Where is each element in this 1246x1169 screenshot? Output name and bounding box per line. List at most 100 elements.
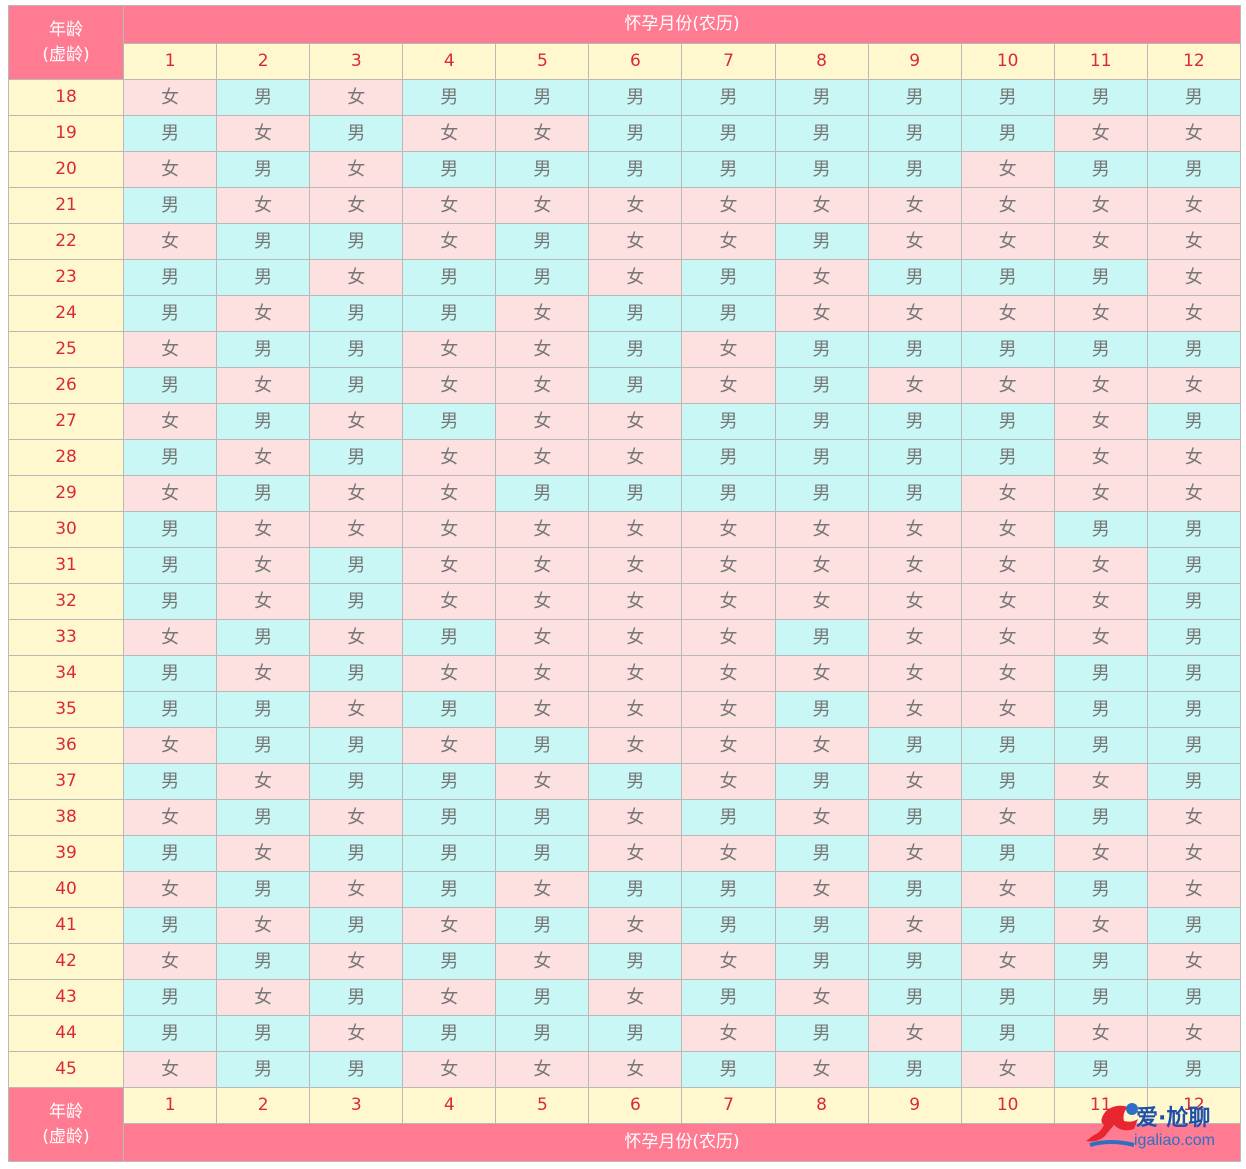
boy-cell: 男: [1053, 151, 1148, 188]
boy-cell: 男: [216, 1051, 311, 1088]
boy-cell: 男: [495, 979, 590, 1016]
girl-cell: 女: [402, 727, 497, 764]
table-row: 41 男女男女男女男男女男女男: [7, 907, 1242, 944]
boy-cell: 男: [216, 691, 311, 728]
boy-cell: 男: [309, 223, 404, 260]
girl-cell: 女: [588, 799, 683, 836]
girl-cell: 女: [1053, 187, 1148, 224]
boy-cell: 男: [774, 79, 869, 116]
girl-cell: 女: [216, 187, 311, 224]
boy-cell: 男: [1053, 691, 1148, 728]
girl-cell: 女: [774, 259, 869, 296]
girl-cell: 女: [960, 871, 1055, 908]
age-cell: 40: [7, 871, 125, 908]
girl-cell: 女: [495, 547, 590, 584]
girl-cell: 女: [216, 655, 311, 692]
boy-cell: 男: [681, 259, 776, 296]
age-cell: 42: [7, 943, 125, 980]
girl-cell: 女: [1146, 223, 1242, 260]
boy-cell: 男: [309, 115, 404, 152]
boy-cell: 男: [774, 943, 869, 980]
boy-cell: 男: [774, 619, 869, 656]
age-header-bottom-line2: (虚龄): [42, 1126, 90, 1147]
boy-cell: 男: [309, 439, 404, 476]
boy-cell: 男: [402, 691, 497, 728]
boy-cell: 男: [123, 295, 218, 332]
girl-cell: 女: [867, 583, 962, 620]
boy-cell: 男: [402, 259, 497, 296]
boy-cell: 男: [309, 655, 404, 692]
girl-cell: 女: [867, 547, 962, 584]
girl-cell: 女: [402, 439, 497, 476]
girl-cell: 女: [774, 655, 869, 692]
girl-cell: 女: [402, 547, 497, 584]
boy-cell: 男: [774, 763, 869, 800]
table-row: 36 女男男女男女女女男男男男: [7, 727, 1242, 764]
girl-cell: 女: [774, 295, 869, 332]
month-header-11: 11: [1053, 43, 1148, 80]
table-row: 44 男男女男男男女男女男女女: [7, 1015, 1242, 1052]
girl-cell: 女: [681, 763, 776, 800]
girl-cell: 女: [216, 583, 311, 620]
age-cell: 25: [7, 331, 125, 368]
month-title-bottom: 怀孕月份(农历): [123, 1123, 1241, 1162]
girl-cell: 女: [123, 403, 218, 440]
age-cell: 21: [7, 187, 125, 224]
boy-cell: 男: [123, 547, 218, 584]
girl-cell: 女: [588, 907, 683, 944]
girl-cell: 女: [588, 187, 683, 224]
month-header-2: 2: [216, 43, 311, 80]
girl-cell: 女: [774, 583, 869, 620]
table-row: 39 男女男男男女女男女男女女: [7, 835, 1242, 872]
boy-cell: 男: [1146, 583, 1242, 620]
girl-cell: 女: [867, 691, 962, 728]
girl-cell: 女: [681, 691, 776, 728]
girl-cell: 女: [681, 547, 776, 584]
girl-cell: 女: [495, 439, 590, 476]
girl-cell: 女: [588, 727, 683, 764]
girl-cell: 女: [123, 223, 218, 260]
boy-cell: 男: [1053, 871, 1148, 908]
girl-cell: 女: [960, 655, 1055, 692]
boy-cell: 男: [216, 871, 311, 908]
boy-cell: 男: [309, 907, 404, 944]
girl-cell: 女: [774, 1051, 869, 1088]
girl-cell: 女: [495, 763, 590, 800]
age-cell: 30: [7, 511, 125, 548]
girl-cell: 女: [588, 835, 683, 872]
girl-cell: 女: [309, 943, 404, 980]
girl-cell: 女: [867, 655, 962, 692]
boy-cell: 男: [123, 259, 218, 296]
boy-cell: 男: [402, 295, 497, 332]
girl-cell: 女: [402, 583, 497, 620]
girl-cell: 女: [1146, 799, 1242, 836]
boy-cell: 男: [867, 331, 962, 368]
girl-cell: 女: [1053, 223, 1148, 260]
age-cell: 38: [7, 799, 125, 836]
month-header-12: 12: [1146, 43, 1242, 80]
boy-cell: 男: [1146, 1051, 1242, 1088]
girl-cell: 女: [960, 691, 1055, 728]
month-header-1: 1: [123, 43, 218, 80]
month-footer-4: 4: [402, 1087, 497, 1124]
boy-cell: 男: [1053, 1051, 1148, 1088]
boy-cell: 男: [216, 799, 311, 836]
boy-cell: 男: [681, 1051, 776, 1088]
boy-cell: 男: [216, 79, 311, 116]
month-footer-1: 1: [123, 1087, 218, 1124]
girl-cell: 女: [960, 187, 1055, 224]
girl-cell: 女: [402, 115, 497, 152]
boy-cell: 男: [495, 223, 590, 260]
boy-cell: 男: [216, 475, 311, 512]
age-cell: 22: [7, 223, 125, 260]
girl-cell: 女: [1053, 907, 1148, 944]
girl-cell: 女: [123, 151, 218, 188]
girl-cell: 女: [1053, 547, 1148, 584]
boy-cell: 男: [123, 439, 218, 476]
table-row: 33 女男女男女女女男女女女男: [7, 619, 1242, 656]
girl-cell: 女: [1053, 583, 1148, 620]
girl-cell: 女: [867, 619, 962, 656]
boy-cell: 男: [1146, 511, 1242, 548]
site-logo: [1086, 1103, 1138, 1147]
age-cell: 41: [7, 907, 125, 944]
